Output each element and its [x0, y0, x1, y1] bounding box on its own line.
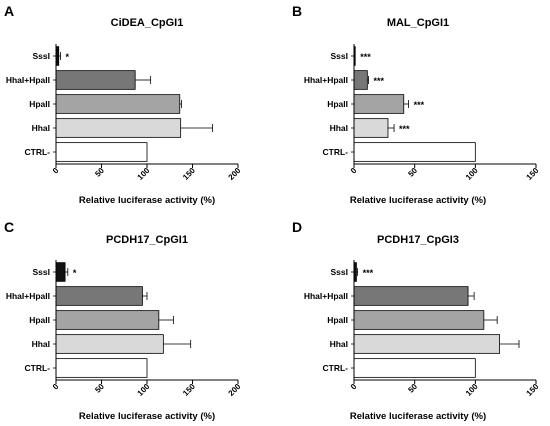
panel-letter-d: D — [292, 219, 302, 235]
x-tick-label-d: 150 — [525, 382, 541, 398]
x-tick-label-b: 150 — [525, 166, 541, 182]
category-label-a: SssI — [33, 51, 51, 61]
significance-label-b: *** — [374, 76, 385, 86]
x-tick-label-d: 50 — [406, 382, 419, 395]
significance-label-b: *** — [399, 124, 410, 134]
bar-d — [353, 358, 476, 378]
panel-b: B MAL_CpGI1 Relative luciferase activity… — [292, 3, 541, 206]
x-tick-label-c: 200 — [227, 382, 243, 398]
bar-b — [353, 118, 389, 138]
bar-a — [55, 118, 182, 138]
x-tick-label-c: 100 — [136, 382, 152, 398]
x-tick-label-b: 0 — [349, 166, 359, 176]
panel-title-a: CiDEA_CpGI1 — [111, 17, 184, 29]
bar-c — [55, 334, 164, 354]
bar-c — [55, 358, 148, 378]
panel-letter-b: B — [292, 3, 302, 19]
panel-title-b: MAL_CpGI1 — [387, 17, 449, 29]
panel-title-c: PCDH17_CpGI1 — [106, 234, 188, 246]
x-tick-label-d: 0 — [349, 382, 359, 392]
significance-label-c: * — [73, 268, 77, 278]
category-label-a: HhaI — [32, 123, 50, 133]
bar-b — [353, 70, 368, 90]
category-label-c: HpaII — [29, 315, 50, 325]
significance-label-b: *** — [414, 100, 425, 110]
category-label-b: SssI — [331, 51, 349, 61]
x-tick-label-a: 0 — [51, 166, 61, 176]
category-label-b: CTRL- — [323, 147, 349, 157]
category-label-d: HhaI+HpaII — [304, 291, 348, 301]
xlabel-c: Relative luciferase activity (%) — [79, 411, 215, 422]
bar-d — [353, 286, 469, 306]
category-label-a: CTRL- — [25, 147, 51, 157]
bar-a — [55, 142, 148, 162]
bar-d — [353, 334, 501, 354]
xlabel-b: Relative luciferase activity (%) — [350, 195, 486, 206]
plot-area-c: SssI * HhaI+HpaII HpaII HhaI CTRL-0 50 100 150 20… — [6, 260, 243, 398]
x-tick-label-a: 100 — [136, 166, 152, 182]
panel-letter-c: C — [4, 219, 14, 235]
plot-area-d: SssI *** HhaI+HpaII HpaII HhaI CTRL-0 50 100 150 — [304, 260, 541, 398]
category-label-b: HhaI — [330, 123, 348, 133]
panel-letter-a: A — [4, 3, 14, 19]
bar-d — [353, 310, 485, 330]
x-tick-label-c: 150 — [181, 382, 197, 398]
x-tick-label-b: 50 — [406, 166, 419, 179]
panel-d: D PCDH17_CpGI3 Relative luciferase activ… — [292, 219, 541, 422]
bar-b — [353, 142, 476, 162]
x-tick-label-d: 100 — [464, 382, 480, 398]
category-label-a: HpaII — [29, 99, 50, 109]
category-label-c: CTRL- — [25, 363, 51, 373]
significance-label-b: *** — [360, 52, 371, 62]
category-label-d: SssI — [331, 267, 349, 277]
bar-b — [353, 94, 405, 114]
category-label-c: HhaI+HpaII — [6, 291, 50, 301]
category-label-d: HhaI — [330, 339, 348, 349]
x-tick-label-b: 100 — [464, 166, 480, 182]
panel-a: A CiDEA_CpGI1 Relative luciferase activi… — [4, 3, 243, 206]
category-label-a: HhaI+HpaII — [6, 75, 50, 85]
category-label-c: SssI — [33, 267, 51, 277]
x-tick-label-a: 150 — [181, 166, 197, 182]
category-label-d: CTRL- — [323, 363, 349, 373]
panel-title-d: PCDH17_CpGI3 — [377, 234, 459, 246]
x-tick-label-a: 200 — [227, 166, 243, 182]
category-label-d: HpaII — [327, 315, 348, 325]
panel-c: C PCDH17_CpGI1 Relative luciferase activ… — [4, 219, 243, 422]
bar-a — [55, 70, 136, 90]
bar-c — [55, 262, 66, 282]
x-tick-label-c: 0 — [51, 382, 61, 392]
xlabel-d: Relative luciferase activity (%) — [350, 411, 486, 422]
x-tick-label-c: 50 — [93, 382, 106, 395]
plot-area-b: SssI *** HhaI+HpaII *** HpaII *** HhaI *** CTRL-… — [304, 44, 541, 182]
significance-label-a: * — [66, 52, 70, 62]
plot-area-a: SssI * HhaI+HpaII HpaII HhaI CTRL-0 50 100 150 20… — [6, 44, 243, 182]
significance-label-d: *** — [363, 268, 374, 278]
bar-c — [55, 310, 160, 330]
x-tick-label-a: 50 — [93, 166, 106, 179]
bar-a — [55, 94, 181, 114]
bar-c — [55, 286, 143, 306]
category-label-b: HhaI+HpaII — [304, 75, 348, 85]
xlabel-a: Relative luciferase activity (%) — [79, 195, 215, 206]
category-label-c: HhaI — [32, 339, 50, 349]
category-label-b: HpaII — [327, 99, 348, 109]
